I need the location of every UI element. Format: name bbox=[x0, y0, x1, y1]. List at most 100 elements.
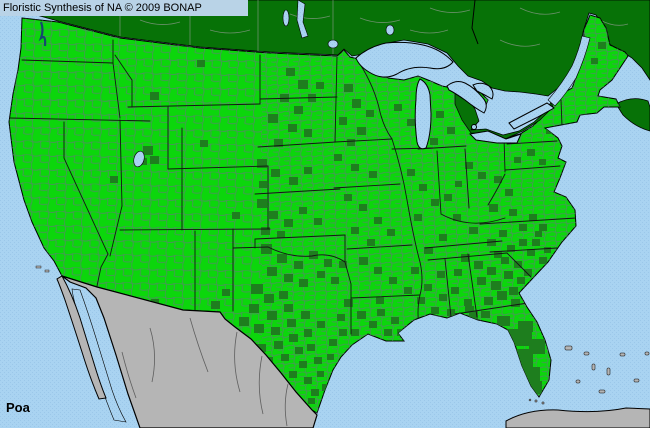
dark-county bbox=[387, 229, 395, 236]
dark-county bbox=[288, 124, 297, 132]
lake-st-clair bbox=[471, 124, 477, 130]
dark-county bbox=[299, 207, 307, 214]
dark-county bbox=[474, 261, 483, 269]
dark-county bbox=[377, 309, 385, 316]
st-lawrence-river bbox=[547, 35, 591, 107]
dark-county bbox=[267, 267, 277, 276]
dark-county bbox=[271, 327, 280, 335]
dark-county bbox=[514, 157, 521, 163]
dark-county bbox=[539, 224, 547, 231]
dark-county bbox=[211, 301, 220, 309]
bahamas-islet bbox=[564, 345, 573, 351]
dark-county bbox=[334, 154, 342, 161]
dark-county bbox=[339, 329, 347, 336]
dark-county bbox=[294, 261, 303, 269]
dark-county bbox=[484, 297, 493, 305]
dark-county bbox=[200, 140, 208, 147]
lake-winnipeg bbox=[296, 0, 309, 39]
dark-county bbox=[277, 254, 287, 263]
dark-county bbox=[465, 162, 473, 169]
dark-county bbox=[289, 371, 297, 378]
dark-county bbox=[304, 329, 312, 337]
dark-county bbox=[499, 230, 507, 237]
dark-county bbox=[376, 297, 384, 304]
dark-county bbox=[284, 304, 293, 312]
dark-county bbox=[304, 377, 312, 384]
dark-county bbox=[519, 224, 527, 231]
dark-county bbox=[477, 277, 486, 285]
dark-county bbox=[359, 204, 367, 211]
dark-county bbox=[316, 82, 324, 89]
dark-county bbox=[284, 274, 293, 282]
dark-county bbox=[239, 317, 249, 326]
dark-county bbox=[264, 294, 274, 303]
dark-county bbox=[447, 127, 455, 134]
mexico-state-lines bbox=[121, 317, 289, 427]
dark-county bbox=[444, 194, 452, 201]
dark-county bbox=[307, 344, 315, 351]
dark-county bbox=[527, 149, 535, 156]
dark-county bbox=[274, 139, 283, 147]
dark-county bbox=[261, 244, 272, 254]
dark-county bbox=[143, 146, 153, 155]
dark-county bbox=[294, 106, 303, 114]
dark-county bbox=[299, 279, 308, 287]
dark-county bbox=[391, 317, 399, 324]
dark-county bbox=[511, 299, 520, 307]
dark-county bbox=[304, 129, 312, 137]
lake-of-the-woods bbox=[327, 39, 339, 49]
great-salt-lake bbox=[133, 150, 145, 168]
dark-county bbox=[352, 99, 361, 108]
dark-county bbox=[274, 341, 283, 349]
dark-county bbox=[535, 231, 542, 237]
lake-erie bbox=[468, 130, 522, 144]
dark-county bbox=[419, 184, 427, 191]
dark-county bbox=[269, 211, 278, 219]
dark-county bbox=[369, 321, 377, 328]
dark-county bbox=[329, 339, 337, 346]
dark-county bbox=[598, 42, 606, 49]
dark-county bbox=[257, 159, 267, 168]
dark-county bbox=[431, 199, 439, 206]
dark-county bbox=[254, 324, 264, 333]
dark-county bbox=[317, 321, 325, 328]
dark-county bbox=[339, 117, 347, 125]
dark-county bbox=[439, 234, 447, 241]
dark-county bbox=[424, 284, 432, 291]
dark-county bbox=[308, 398, 315, 404]
dark-county bbox=[544, 247, 551, 253]
lake-nipigon bbox=[385, 24, 395, 36]
dark-county bbox=[494, 251, 502, 258]
dark-county bbox=[481, 311, 490, 318]
dark-county bbox=[509, 287, 518, 295]
dark-county bbox=[501, 257, 509, 264]
dark-county bbox=[519, 239, 527, 246]
nova-scotia bbox=[615, 98, 650, 132]
dark-county bbox=[331, 277, 339, 284]
dark-county bbox=[487, 267, 496, 275]
dark-county bbox=[461, 254, 470, 262]
dark-county bbox=[110, 176, 118, 183]
dark-county bbox=[430, 138, 438, 145]
dark-county bbox=[222, 289, 230, 296]
dark-county bbox=[344, 299, 353, 307]
dark-county bbox=[407, 119, 415, 126]
dark-county bbox=[344, 84, 353, 92]
dark-county bbox=[517, 277, 525, 284]
dark-county bbox=[322, 384, 329, 391]
dark-county bbox=[529, 214, 537, 221]
dark-county bbox=[489, 204, 498, 212]
dark-county bbox=[150, 156, 159, 164]
dark-county bbox=[261, 227, 270, 235]
dark-county bbox=[257, 344, 266, 352]
dark-county bbox=[267, 311, 277, 320]
dark-county bbox=[295, 347, 303, 354]
dark-county bbox=[347, 139, 355, 146]
taxon-label: Poa bbox=[6, 400, 30, 415]
georgian-bay bbox=[472, 82, 494, 100]
dark-county bbox=[311, 389, 319, 396]
puget-sound bbox=[38, 21, 47, 47]
mexico-mainland bbox=[61, 275, 318, 428]
dark-county bbox=[447, 309, 455, 316]
